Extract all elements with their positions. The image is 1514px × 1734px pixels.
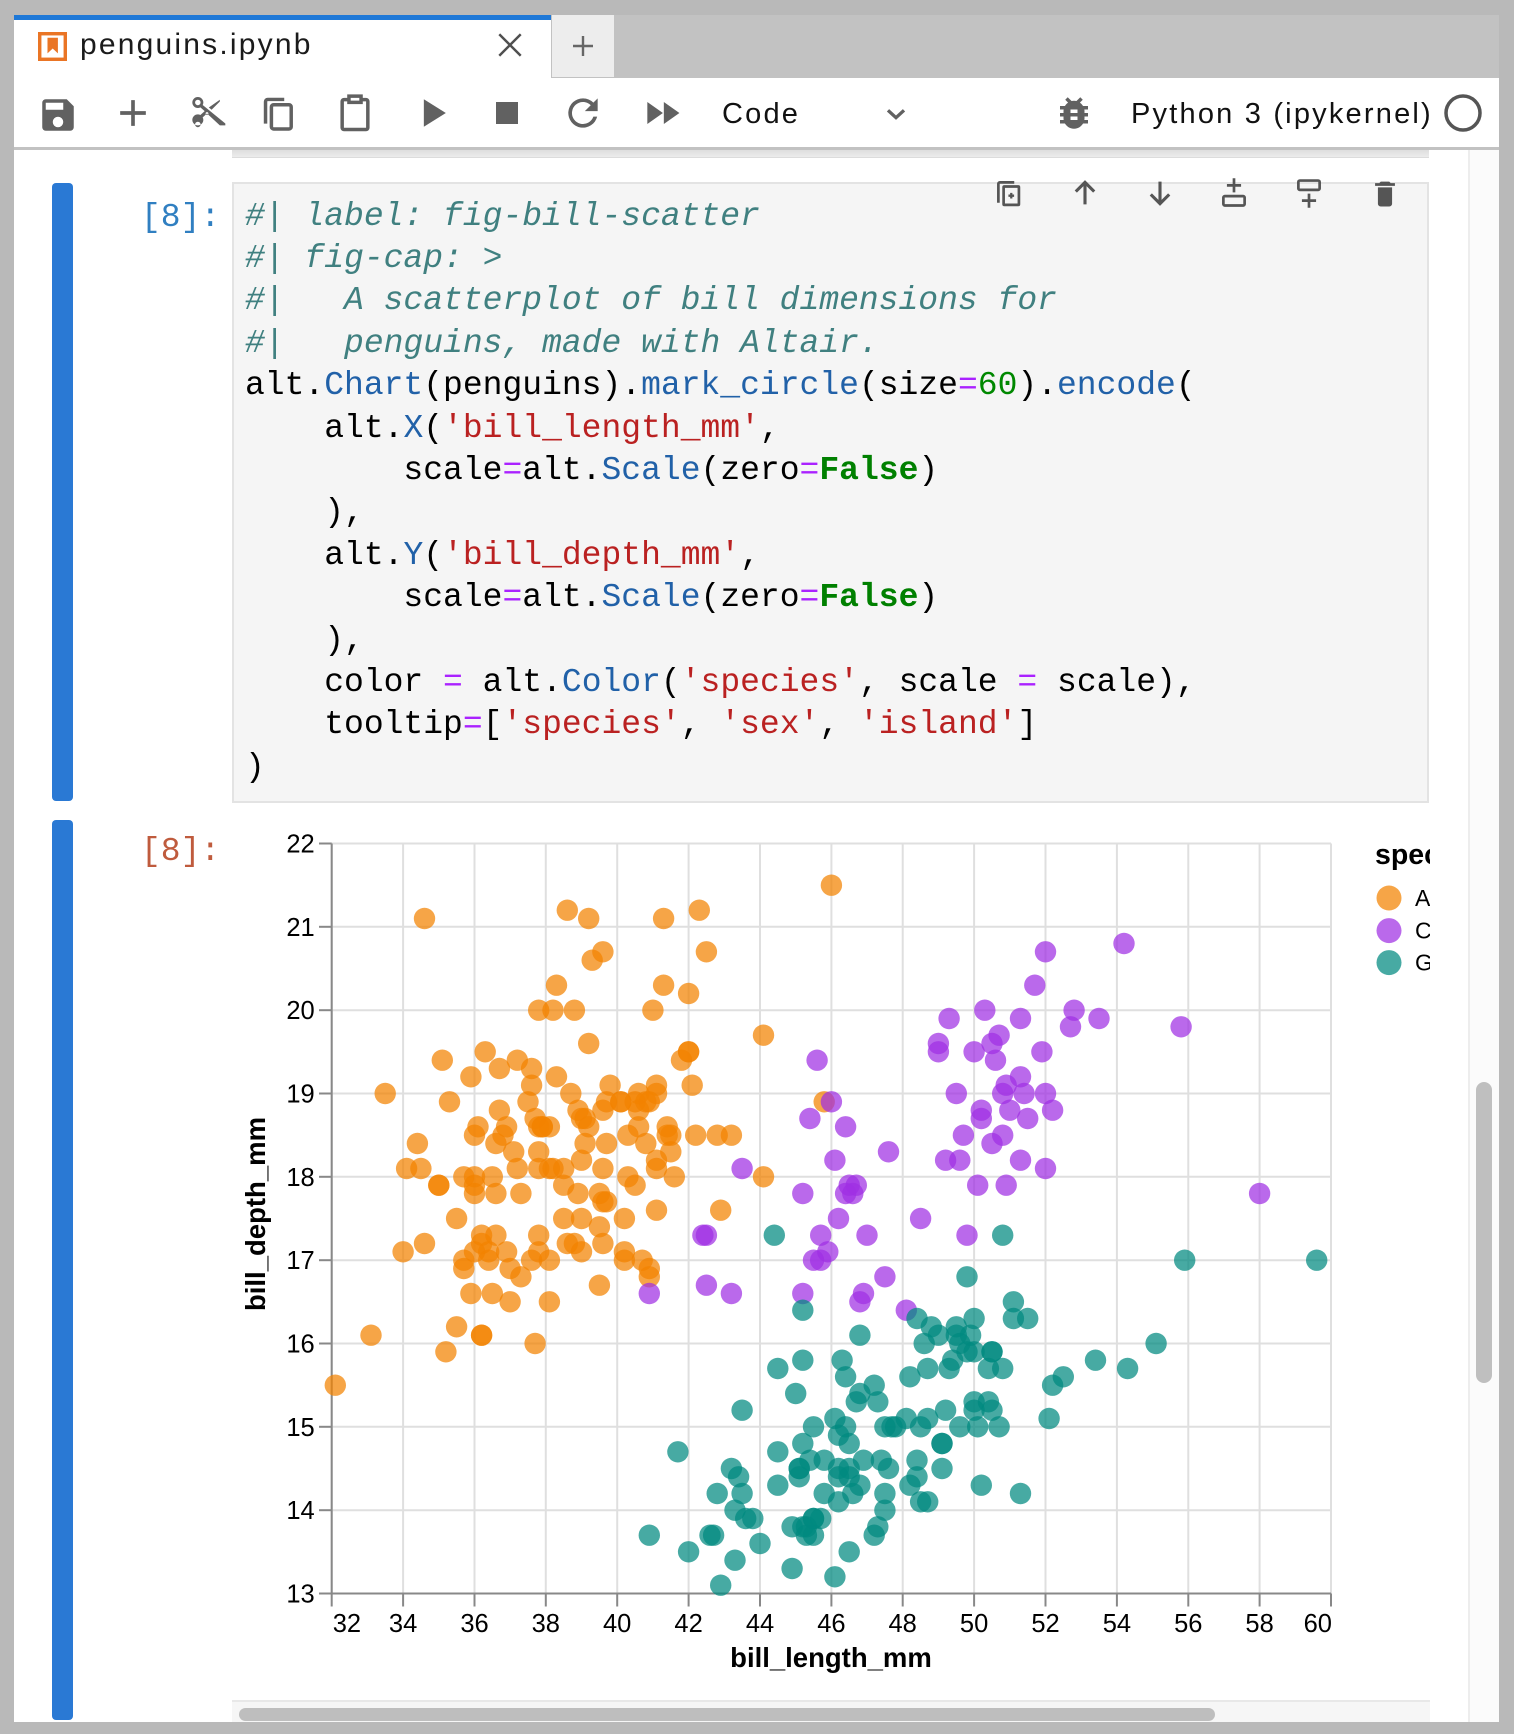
svg-text:Adelie: Adelie bbox=[1415, 885, 1430, 911]
svg-text:Chinstrap: Chinstrap bbox=[1415, 918, 1430, 944]
svg-text:40: 40 bbox=[603, 1610, 631, 1638]
svg-text:16: 16 bbox=[286, 1331, 314, 1359]
svg-text:14: 14 bbox=[286, 1497, 314, 1525]
svg-text:60: 60 bbox=[1304, 1610, 1332, 1638]
svg-text:52: 52 bbox=[1031, 1610, 1059, 1638]
svg-text:17: 17 bbox=[286, 1247, 314, 1275]
svg-text:38: 38 bbox=[532, 1610, 560, 1638]
svg-text:54: 54 bbox=[1103, 1610, 1131, 1638]
svg-text:species: species bbox=[1375, 839, 1430, 871]
svg-text:bill_length_mm: bill_length_mm bbox=[730, 1642, 932, 1673]
svg-text:56: 56 bbox=[1174, 1610, 1202, 1638]
svg-text:32: 32 bbox=[333, 1610, 361, 1638]
svg-text:bill_depth_mm: bill_depth_mm bbox=[240, 1117, 271, 1311]
svg-text:13: 13 bbox=[286, 1581, 314, 1609]
svg-text:48: 48 bbox=[889, 1610, 917, 1638]
svg-text:22: 22 bbox=[286, 831, 314, 859]
svg-text:20: 20 bbox=[286, 997, 314, 1025]
svg-text:50: 50 bbox=[960, 1610, 988, 1638]
svg-text:21: 21 bbox=[286, 914, 314, 942]
svg-text:46: 46 bbox=[817, 1610, 845, 1638]
svg-text:58: 58 bbox=[1245, 1610, 1273, 1638]
svg-text:18: 18 bbox=[286, 1164, 314, 1192]
svg-text:19: 19 bbox=[286, 1081, 314, 1109]
svg-text:42: 42 bbox=[674, 1610, 702, 1638]
svg-text:36: 36 bbox=[460, 1610, 488, 1638]
svg-text:44: 44 bbox=[746, 1610, 774, 1638]
svg-text:Gentoo: Gentoo bbox=[1415, 950, 1430, 976]
svg-text:34: 34 bbox=[389, 1610, 417, 1638]
svg-text:15: 15 bbox=[286, 1414, 314, 1442]
